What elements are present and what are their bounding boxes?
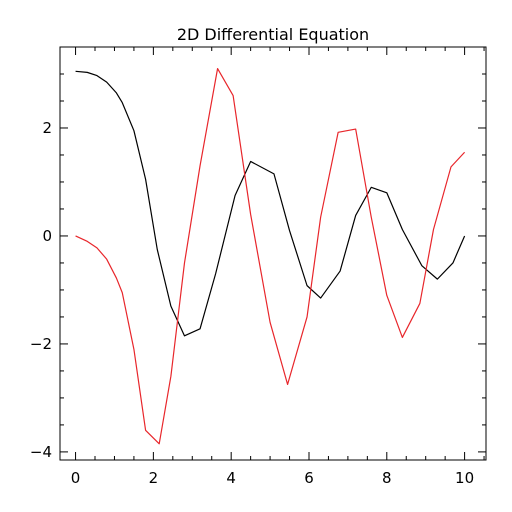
- x-tick-label: 6: [304, 469, 314, 487]
- chart-title: 2D Differential Equation: [177, 25, 369, 44]
- y-tick-label: 2: [42, 119, 52, 137]
- x-tick-label: 2: [149, 469, 159, 487]
- ticks-layer: [60, 46, 486, 460]
- series-line-1: [75, 70, 466, 337]
- tick-labels-layer: 0 2 4 6 8 10 −4 −2 0 2: [30, 119, 474, 487]
- series-layer: [75, 67, 466, 445]
- plot-frame: [59, 46, 487, 461]
- x-tick-label: 8: [382, 469, 392, 487]
- x-tick-label: 10: [455, 469, 474, 487]
- x-tick-label: 4: [226, 469, 236, 487]
- y-tick-label: −4: [30, 443, 52, 461]
- y-tick-label: −2: [30, 335, 52, 353]
- x-tick-label: 0: [71, 469, 81, 487]
- series-line-2: [75, 67, 466, 445]
- y-tick-label: 0: [42, 227, 52, 245]
